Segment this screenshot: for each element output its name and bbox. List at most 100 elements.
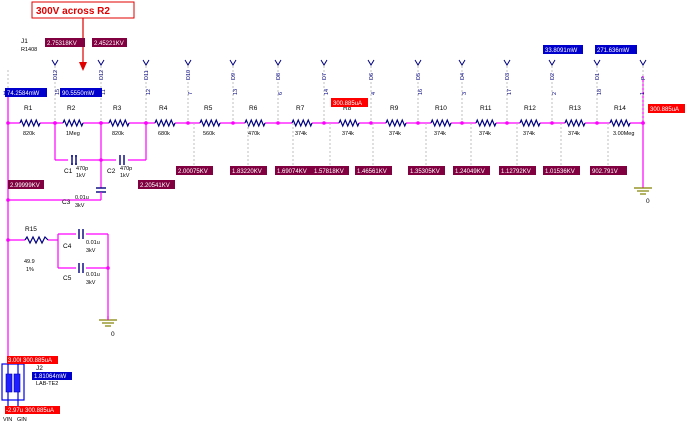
test-point-D5: D5 [414,59,422,125]
test-point-D12: D12 [51,59,59,125]
svg-text:300.885uA: 300.885uA [23,358,52,364]
svg-text:C2: C2 [107,168,116,175]
svg-text:2.75318KV: 2.75318KV [47,41,77,47]
svg-text:33.8091mW: 33.8091mW [545,48,578,54]
resistors: R1 820k R2 1Meg R3 820k R4 680k R5 560k R6 470k R7 37… [19,105,634,137]
resistor-6: R6 470k [244,105,266,137]
svg-text:1.12792KV: 1.12792KV [501,169,531,175]
test-point-D9: D9 [229,59,237,125]
divider-tag-1: 2.00075KV [176,123,213,175]
svg-text:11: 11 [101,89,107,95]
svg-text:6: 6 [278,92,284,95]
svg-text:4: 4 [371,92,377,95]
resistor-13: R13 374k [564,105,586,137]
node-number-2: 11 [101,89,107,95]
ground-symbol-right: 0 [634,187,652,205]
svg-text:820k: 820k [23,131,35,137]
resistor-3: R3 820k [108,105,130,137]
svg-text:2.20541KV: 2.20541KV [140,183,170,189]
title-text: 300V across R2 [36,6,110,17]
svg-text:C1: C1 [64,168,73,175]
node-number-6: 6 [278,92,284,95]
svg-text:15: 15 [55,89,61,95]
divider-tag-10: 902.791V [590,123,627,175]
test-point-D7: D7 [320,59,328,125]
capacitor-c4: C4 0.01u 3kV [63,229,100,254]
power-tag-d1: 271.636mW [595,45,637,54]
svg-text:374k: 374k [479,131,491,137]
divider-tag-2: 1.83220KV [230,123,267,175]
svg-text:3kV: 3kV [75,203,85,209]
svg-text:2.45221KV: 2.45221KV [94,41,124,47]
svg-text:560k: 560k [203,131,215,137]
callout-arrow-icon [79,62,87,71]
svg-text:R4: R4 [159,105,168,112]
test-point-D2: D2 [548,59,556,125]
svg-text:374k: 374k [389,131,401,137]
node-number-11: 17 [507,89,513,95]
resistor-1: R1 820k [19,105,41,137]
svg-text:0.01u: 0.01u [86,240,100,246]
node-number-12: 2 [552,92,558,95]
svg-text:1kV: 1kV [120,173,130,179]
node-number-14: 1 [640,92,646,95]
svg-text:374k: 374k [568,131,580,137]
svg-text:1.81064mW: 1.81064mW [34,374,67,380]
svg-text:7: 7 [188,92,194,95]
divider-tag-6: 1.35305KV [408,123,445,175]
svg-text:16: 16 [418,89,424,95]
resistor-5: R5 560k [199,105,221,137]
voltage-tag-v1: 2.75318KV [45,38,85,47]
test-point-D8: D8 [274,59,282,125]
svg-text:820k: 820k [112,131,124,137]
svg-text:R9: R9 [390,105,399,112]
svg-text:0.01u: 0.01u [86,272,100,278]
title-callout: 300V across R2 [31,1,135,71]
svg-text:300.885uA: 300.885uA [25,408,54,414]
svg-text:1: 1 [640,92,646,95]
junctions [6,121,645,270]
test-point-D10: D10 [184,59,192,125]
resistor-11: R11 374k [475,105,497,137]
capacitor-c1: C1 470p 1kV [64,155,88,179]
divider-tag-3: 1.69074KV [275,123,312,175]
svg-text:3.00Meg: 3.00Meg [613,131,634,137]
svg-text:1kV: 1kV [76,173,86,179]
divider-tag-7: 1.24049KV [453,123,490,175]
voltage-tag-left: 2.99999KV [8,180,44,189]
voltage-tag-v2: 2.45221KV [92,38,127,47]
svg-text:470p: 470p [76,166,88,172]
capacitor-c2: C2 470p 1kV [107,155,132,179]
node-number-9: 16 [418,89,424,95]
divider-tag-9: 1.01536KV [543,123,580,175]
capacitor-c3: C3 0.01u 3kV [62,184,106,209]
svg-text:LAB-TE2: LAB-TE2 [36,381,58,387]
resistor-9: R9 374k [385,105,407,137]
svg-text:1.69074KV: 1.69074KV [277,169,307,175]
resistor-14: R14 3.00Meg [609,105,634,137]
svg-text:C3: C3 [62,199,71,206]
svg-text:374k: 374k [434,131,446,137]
svg-text:74.2584mW: 74.2584mW [7,91,40,97]
svg-text:J2: J2 [36,365,43,372]
pin-vin: VIN [3,417,12,423]
svg-text:D12: D12 [53,70,59,80]
node-number-10: 3 [462,92,468,95]
divider-tag-5: 1.46561KV [355,123,392,175]
svg-text:90.5550mW: 90.5550mW [62,91,95,97]
svg-text:3: 3 [462,92,468,95]
svg-text:D7: D7 [322,73,328,80]
svg-text:1.01536KV: 1.01536KV [545,169,575,175]
svg-text:C4: C4 [63,243,72,250]
svg-text:374k: 374k [523,131,535,137]
svg-text:R3: R3 [113,105,122,112]
svg-text:470p: 470p [120,166,132,172]
divider-tag-8: 1.12792KV [499,123,536,175]
svg-text:D2: D2 [550,73,556,80]
svg-text:R13: R13 [569,105,581,112]
j1-value: R1408 [21,47,37,53]
svg-text:300.885uA: 300.885uA [650,107,679,113]
svg-text:0.01u: 0.01u [75,195,89,201]
j1-ref: J1 [21,38,28,45]
ground-symbol-left: 0 [99,316,117,338]
